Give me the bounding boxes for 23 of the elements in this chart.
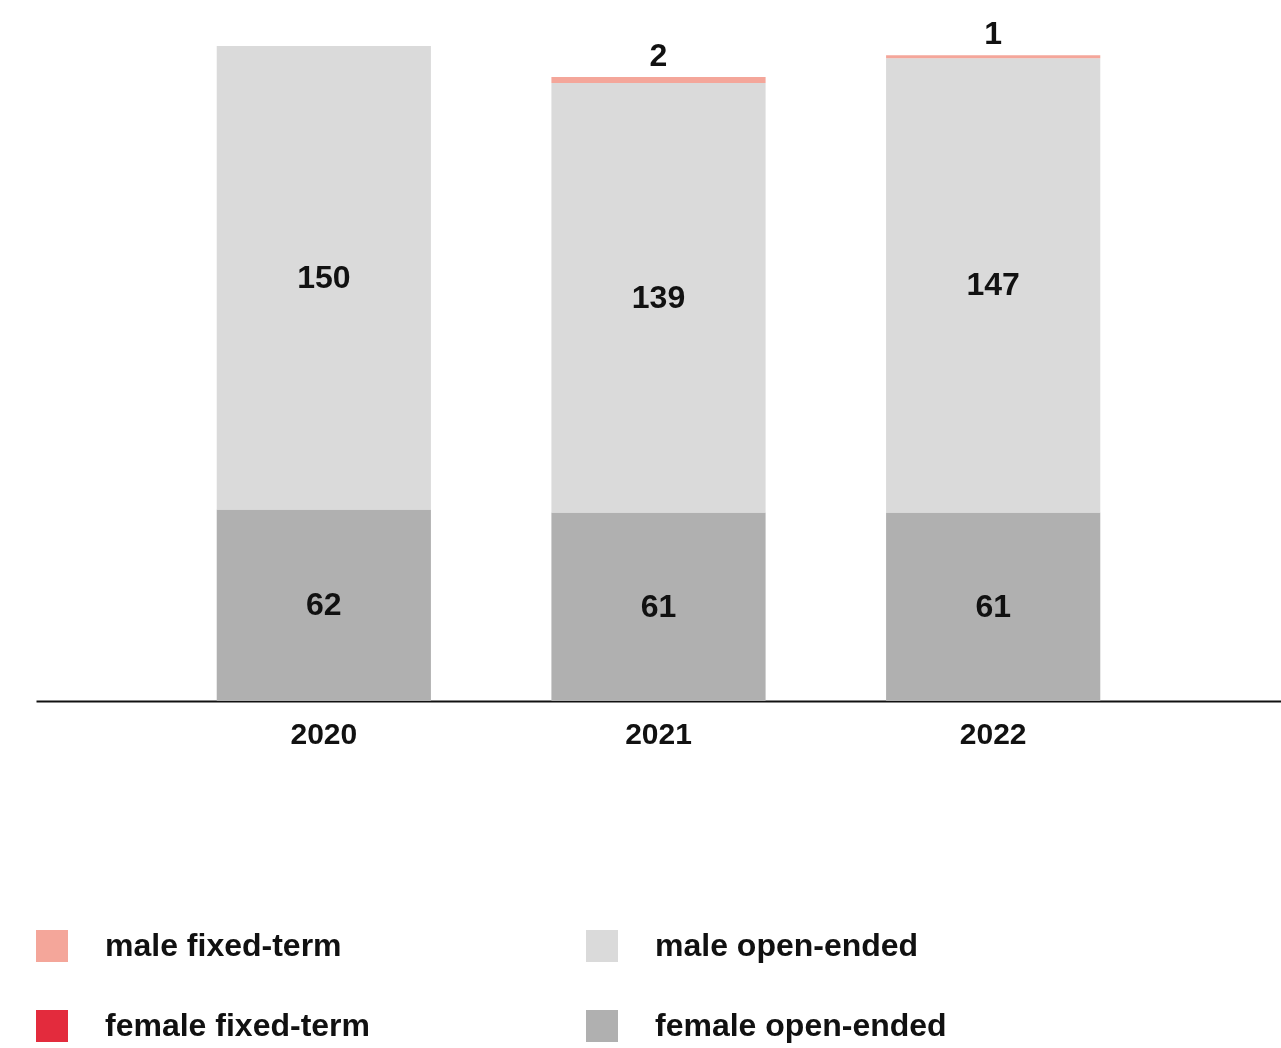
bar	[886, 512, 1101, 701]
x-tick-label: 2020	[290, 716, 358, 750]
data-label: 150	[297, 258, 351, 295]
bar	[216, 509, 431, 701]
x-tick-label: 2022	[959, 716, 1027, 750]
legend-label: male open-ended	[655, 927, 919, 963]
bar	[886, 58, 1101, 513]
legend-label: female open-ended	[655, 1007, 947, 1043]
data-label: 139	[631, 278, 686, 315]
data-label: 61	[640, 587, 677, 624]
data-label: 2	[649, 36, 668, 73]
bar	[216, 46, 431, 510]
data-label: 62	[306, 586, 342, 623]
legend-label: female fixed-term	[105, 1007, 370, 1043]
legend-label: male fixed-term	[105, 927, 342, 963]
bar	[551, 512, 766, 701]
data-label: 61	[975, 587, 1011, 624]
data-label: 147	[966, 266, 1020, 303]
bar	[551, 83, 766, 513]
x-tick-label: 2021	[625, 716, 692, 750]
data-label: 1	[984, 15, 1003, 52]
bar	[886, 55, 1101, 59]
bar	[551, 76, 766, 84]
